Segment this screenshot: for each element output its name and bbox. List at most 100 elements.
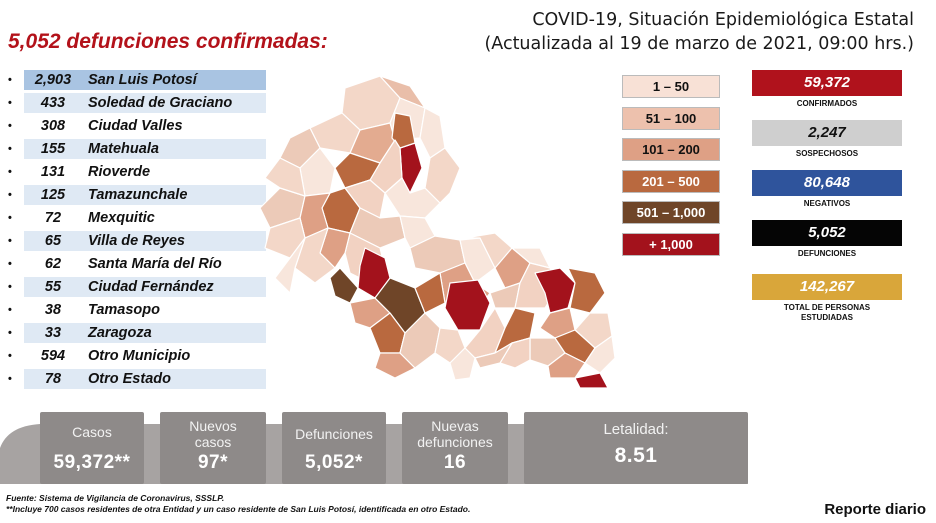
cases-card: Casos 59,372** [40, 412, 144, 484]
stat-block: 59,372 CONFIRMADOS [752, 70, 902, 110]
municipality-name: Zaragoza [82, 322, 266, 343]
map-region [474, 342, 513, 369]
bullet: • [8, 257, 12, 270]
map-region [264, 157, 306, 197]
stat-label: SOSPECHOSOS [795, 149, 859, 158]
municipality-count: 62 [24, 253, 82, 274]
stat-label: DEFUNCIONES [797, 249, 857, 258]
stat-value: 2,247 [752, 120, 902, 146]
municipality-name: Ciudad Valles [82, 115, 266, 136]
state-map [259, 75, 616, 388]
legend-item: 1 – 50 [622, 75, 720, 98]
cases-value: 59,372** [53, 452, 131, 473]
legend-item: 51 – 100 [622, 106, 720, 130]
map-region [414, 272, 446, 314]
new-deaths-card: Nuevas defunciones 16 [402, 412, 508, 484]
municipality-name: Mexquitic [82, 207, 266, 228]
list-item: • 72 Mexquitic [6, 206, 266, 229]
bullet: • [8, 73, 12, 86]
map-region [449, 347, 476, 381]
municipality-name: Tamazunchale [82, 184, 266, 205]
list-item: • 33 Zaragoza [6, 321, 266, 344]
bullet: • [8, 142, 12, 155]
municipality-count: 308 [24, 115, 82, 136]
municipality-count: 55 [24, 276, 82, 297]
deaths-headline: 5,052 defunciones confirmadas: [8, 30, 328, 53]
map-region [424, 147, 461, 204]
map-region [574, 372, 609, 388]
bullet: • [8, 303, 12, 316]
title-line-1: COVID-19, Situación Epidemiológica Estat… [532, 10, 914, 30]
municipality-count: 38 [24, 299, 82, 320]
map-region [567, 267, 606, 314]
bullet: • [8, 188, 12, 201]
stat-block: 5,052 DEFUNCIONES [752, 220, 902, 260]
municipality-count: 65 [24, 230, 82, 251]
bullet: • [8, 280, 12, 293]
list-item: • 62 Santa María del Río [6, 252, 266, 275]
title-line-2: (Actualizada al 19 de marzo de 2021, 09:… [484, 34, 914, 54]
stat-value: 80,648 [752, 170, 902, 196]
daily-report-label: Reporte diario [824, 501, 926, 518]
list-item: • 131 Rioverde [6, 160, 266, 183]
map-region [391, 112, 416, 149]
footer-source: Fuente: Sistema de Vigilancia de Coronav… [6, 493, 225, 503]
bullet: • [8, 349, 12, 362]
municipality-count: 125 [24, 184, 82, 205]
summary-band: Casos 59,372** Nuevos casos 97* Defuncio… [0, 412, 748, 484]
municipality-count: 2,903 [24, 69, 82, 90]
list-item: • 594 Otro Municipio [6, 344, 266, 367]
municipality-name: Tamasopo [82, 299, 266, 320]
municipality-name: Matehuala [82, 138, 266, 159]
municipality-count: 594 [24, 345, 82, 366]
municipality-name: Otro Estado [82, 368, 266, 389]
stat-label: CONFIRMADOS [796, 99, 858, 108]
legend-item: + 1,000 [622, 232, 720, 256]
legend-item: 501 – 1,000 [622, 201, 720, 224]
bullet: • [8, 119, 12, 132]
bullet: • [8, 165, 12, 178]
legend-item: 201 – 500 [622, 169, 720, 193]
stats-panel: 59,372 CONFIRMADOS 2,247 SOSPECHOSOS 80,648 N… [752, 70, 902, 340]
list-item: • 2,903 San Luis Potosí [6, 68, 266, 91]
municipality-count: 155 [24, 138, 82, 159]
footer-note: **Incluye 700 casos residentes de otra E… [6, 504, 471, 514]
municipality-count: 72 [24, 207, 82, 228]
municipality-name: Soledad de Graciano [82, 92, 266, 113]
list-item: • 78 Otro Estado [6, 367, 266, 390]
map-region [309, 112, 361, 154]
stat-block: 142,267 TOTAL DE PERSONAS ESTUDIADAS [752, 274, 902, 330]
deaths-label: Defunciones [295, 426, 373, 442]
cases-label: Casos [72, 424, 112, 440]
new-deaths-value: 16 [443, 452, 467, 473]
list-item: • 38 Tamasopo [6, 298, 266, 321]
map-legend: 1 – 50 51 – 100 101 – 200 201 – 500 501 – 1,… [622, 75, 720, 264]
bullet: • [8, 234, 12, 247]
municipality-name: Rioverde [82, 161, 266, 182]
map-region [274, 237, 306, 294]
stat-value: 142,267 [752, 274, 902, 300]
bullet: • [8, 96, 12, 109]
list-item: • 55 Ciudad Fernández [6, 275, 266, 298]
map-region [419, 107, 446, 159]
lethality-value: 8.51 [614, 444, 658, 467]
list-item: • 433 Soledad de Graciano [6, 91, 266, 114]
map-region [384, 177, 441, 219]
list-item: • 308 Ciudad Valles [6, 114, 266, 137]
municipality-count: 33 [24, 322, 82, 343]
new-cases-card: Nuevos casos 97* [160, 412, 266, 484]
municipality-count: 131 [24, 161, 82, 182]
municipality-count: 433 [24, 92, 82, 113]
bullet: • [8, 326, 12, 339]
map-region [329, 267, 359, 304]
new-deaths-label: Nuevas defunciones [417, 418, 493, 450]
new-cases-value: 97* [197, 452, 229, 473]
deaths-card: Defunciones 5,052* [282, 412, 386, 484]
lethality-label: Letalidad: [603, 421, 669, 438]
stat-value: 5,052 [752, 220, 902, 246]
list-item: • 125 Tamazunchale [6, 183, 266, 206]
page-title: COVID-19, Situación Epidemiológica Estat… [484, 8, 914, 56]
municipality-name: Santa María del Río [82, 253, 266, 274]
bullet: • [8, 211, 12, 224]
stat-value: 59,372 [752, 70, 902, 96]
